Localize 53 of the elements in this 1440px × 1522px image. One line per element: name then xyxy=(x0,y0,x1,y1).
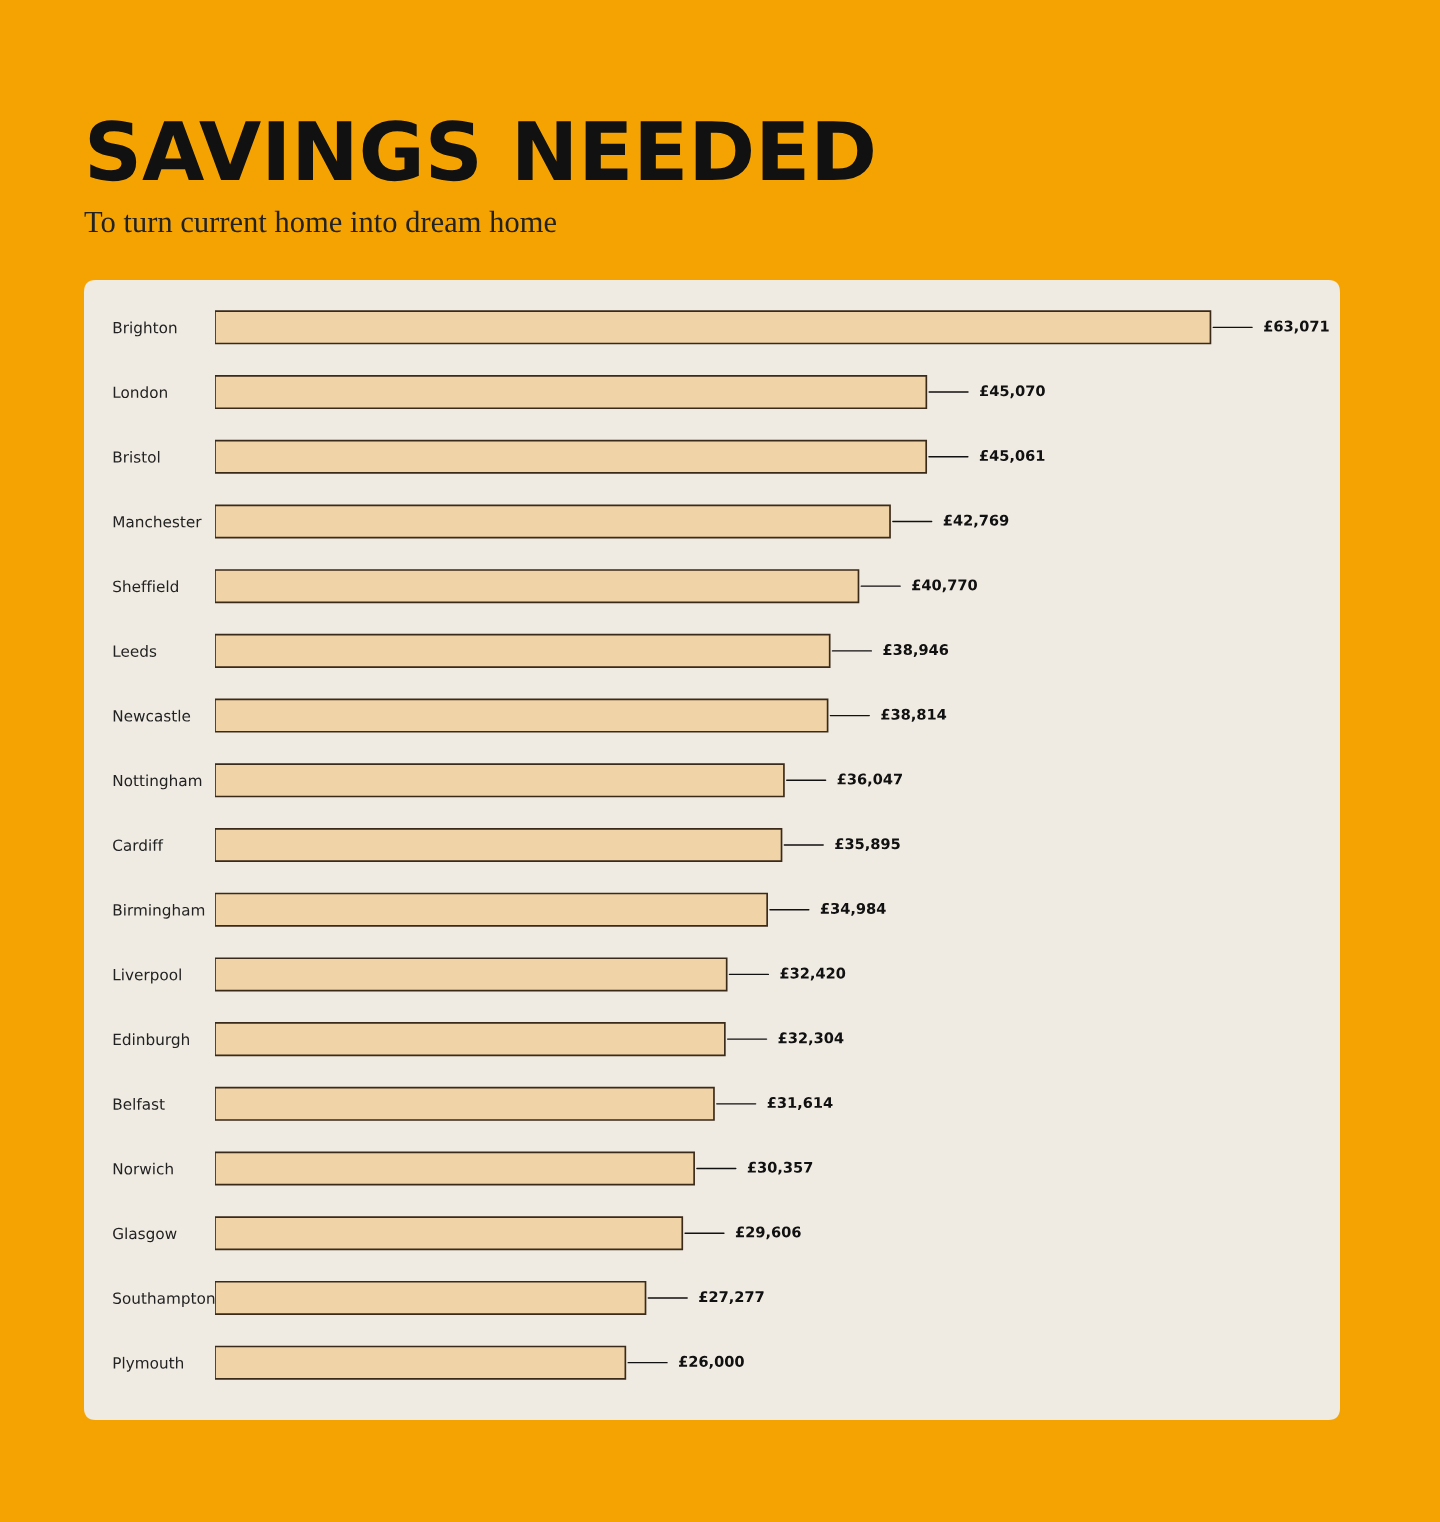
y-tick-label: Leeds xyxy=(113,645,157,657)
data-label: £35,895 xyxy=(835,838,900,852)
bar xyxy=(215,1345,627,1380)
bar xyxy=(215,1280,647,1315)
data-label: £38,814 xyxy=(881,708,947,722)
y-tick-label: Southampton xyxy=(113,1292,215,1307)
bar xyxy=(215,957,728,992)
data-label: £27,277 xyxy=(699,1291,764,1305)
bar xyxy=(215,633,831,668)
y-tick-label: Norwich xyxy=(113,1162,173,1175)
y-tick-label: Glasgow xyxy=(113,1227,177,1243)
data-label: £45,061 xyxy=(979,449,1045,463)
y-tick-label: Edinburgh xyxy=(113,1033,189,1049)
bar xyxy=(215,1216,684,1251)
bar xyxy=(215,375,928,410)
y-tick-label: Manchester xyxy=(113,515,202,528)
data-label: £29,606 xyxy=(735,1226,801,1240)
bar xyxy=(215,698,829,733)
bar xyxy=(215,1086,715,1121)
data-label: £38,946 xyxy=(883,644,949,657)
data-label: £42,769 xyxy=(943,514,1009,528)
bar xyxy=(215,1022,726,1057)
y-tick-label: Nottingham xyxy=(113,774,202,790)
bar xyxy=(215,310,1212,345)
data-label: £45,070 xyxy=(980,385,1045,399)
y-tick-label: Newcastle xyxy=(113,709,191,722)
y-tick-label: Sheffield xyxy=(113,580,178,593)
bar xyxy=(215,569,860,604)
y-tick-label: Birmingham xyxy=(113,903,205,919)
data-label: £36,047 xyxy=(837,773,902,787)
data-label: £30,357 xyxy=(747,1161,813,1175)
data-label: £32,420 xyxy=(780,967,846,981)
y-tick-label: London xyxy=(113,386,167,399)
data-label: £32,304 xyxy=(778,1032,844,1046)
data-label: £31,614 xyxy=(767,1097,833,1110)
y-tick-label: Bristol xyxy=(113,450,160,463)
bar xyxy=(215,827,783,863)
chart-title: SAVINGS NEEDED xyxy=(89,120,873,182)
bar xyxy=(215,892,768,927)
data-label: £63,071 xyxy=(1264,320,1329,334)
y-tick-label: Cardiff xyxy=(113,839,164,852)
bar xyxy=(215,763,785,798)
chart-subtitle: To turn current home into dream home xyxy=(84,210,556,233)
data-label: £34,984 xyxy=(820,902,886,916)
bar xyxy=(215,504,891,539)
y-tick-label: Brighton xyxy=(113,321,177,337)
y-tick-label: Belfast xyxy=(113,1098,165,1110)
bar xyxy=(215,1151,695,1186)
data-label: £26,000 xyxy=(679,1355,744,1369)
bar xyxy=(215,439,928,474)
y-tick-label: Plymouth xyxy=(113,1356,184,1372)
data-label: £40,770 xyxy=(912,579,977,593)
y-tick-label: Liverpool xyxy=(113,968,181,984)
